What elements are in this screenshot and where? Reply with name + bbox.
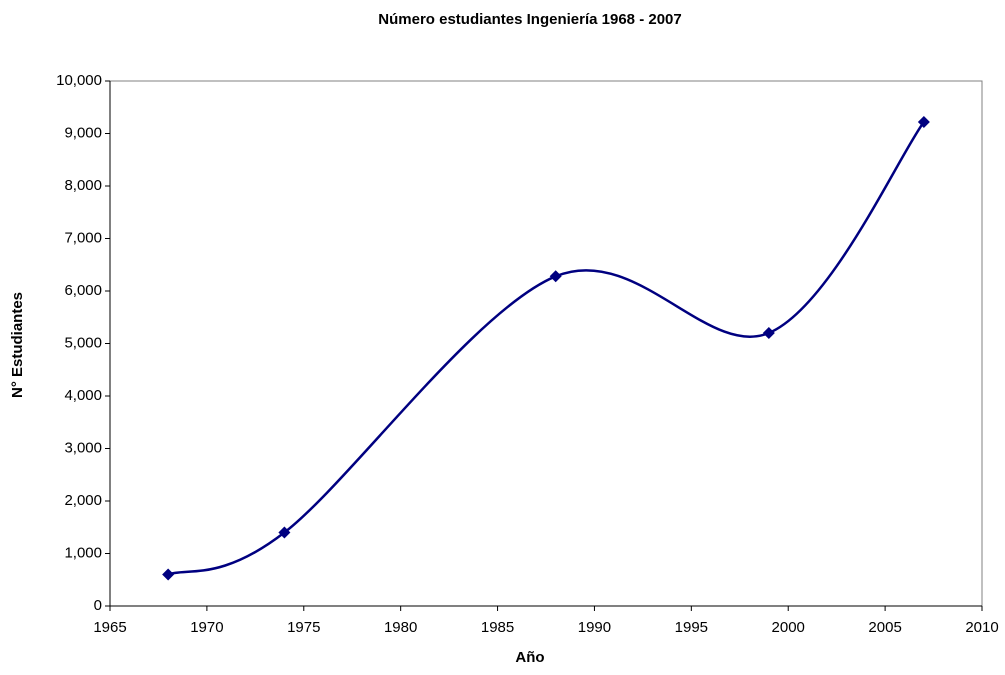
chart-title: Número estudiantes Ingeniería 1968 - 200…: [378, 11, 681, 28]
x-tick-label: 1965: [93, 619, 126, 636]
marker: [762, 327, 775, 339]
x-tick-label: 1970: [190, 619, 223, 636]
marker: [549, 270, 562, 283]
x-axis-label: Año: [515, 649, 544, 666]
y-tick-label: 6,000: [64, 282, 102, 299]
y-tick-label: 8,000: [64, 177, 102, 194]
x-tick-label: 1975: [287, 619, 320, 636]
series-line: [167, 121, 925, 576]
marker: [162, 568, 175, 581]
y-tick-label: 9,000: [64, 124, 102, 141]
y-tick-label: 7,000: [64, 229, 102, 246]
x-tick-label: 2010: [965, 619, 998, 636]
y-tick-label: 3,000: [64, 439, 102, 456]
x-tick-label: 1980: [384, 619, 417, 636]
y-axis-label: N° Estudiantes: [9, 292, 26, 398]
y-tick-label: 2,000: [64, 492, 102, 509]
x-tick-label: 2000: [772, 619, 805, 636]
x-tick-label: 2005: [868, 619, 901, 636]
y-tick-label: 4,000: [64, 387, 102, 404]
x-tick-label: 1995: [675, 619, 708, 636]
y-tick-label: 10,000: [56, 72, 102, 89]
y-tick-label: 0: [94, 597, 102, 614]
y-tick-label: 1,000: [64, 544, 102, 561]
x-tick-label: 1990: [578, 619, 611, 636]
marker: [917, 115, 930, 128]
y-tick-label: 5,000: [64, 334, 102, 351]
marker: [278, 526, 291, 539]
x-tick-label: 1985: [481, 619, 514, 636]
